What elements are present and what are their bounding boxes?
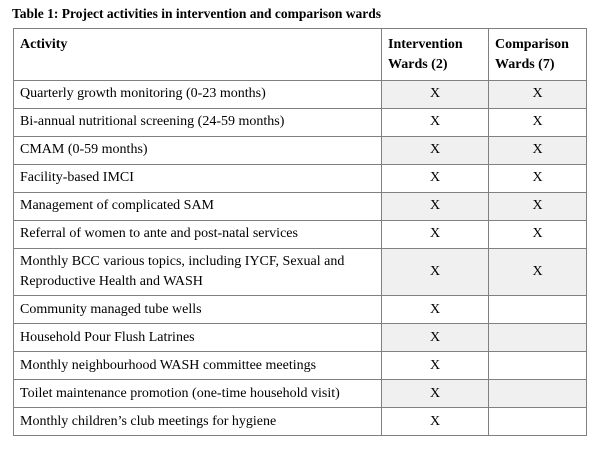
comparison-mark-cell: [488, 323, 587, 353]
intervention-mark-cell: X: [381, 379, 489, 409]
activity-cell: Toilet maintenance promotion (one-time h…: [13, 379, 382, 409]
activity-cell: Bi-annual nutritional screening (24-59 m…: [13, 107, 382, 137]
column-header-activity: Activity: [13, 28, 382, 81]
table-body: Quarterly growth monitoring (0-23 months…: [13, 79, 587, 437]
intervention-mark-cell: X: [381, 163, 489, 193]
comparison-mark-cell: X: [488, 247, 587, 297]
comparison-mark-cell: X: [488, 219, 587, 249]
comparison-mark-cell: X: [488, 135, 587, 165]
activity-cell: Monthly BCC various topics, including IY…: [13, 247, 382, 297]
comparison-mark-cell: X: [488, 79, 587, 109]
intervention-mark-cell: X: [381, 135, 489, 165]
table-row: Quarterly growth monitoring (0-23 months…: [13, 79, 587, 109]
column-header-comparison-wards: Comparison Wards (7): [488, 28, 587, 81]
activity-cell: Management of complicated SAM: [13, 191, 382, 221]
comparison-mark-cell: [488, 351, 587, 381]
intervention-mark-cell: X: [381, 191, 489, 221]
intervention-mark-cell: X: [381, 79, 489, 109]
activities-table: Activity Intervention Wards (2) Comparis…: [13, 28, 587, 437]
intervention-mark-cell: X: [381, 107, 489, 137]
table-row: Monthly children’s club meetings for hyg…: [13, 407, 587, 437]
activity-cell: Monthly neighbourhood WASH committee mee…: [13, 351, 382, 381]
table-row: CMAM (0-59 months) X X: [13, 135, 587, 165]
activity-cell: Facility-based IMCI: [13, 163, 382, 193]
intervention-mark-cell: X: [381, 407, 489, 437]
comparison-mark-cell: X: [488, 163, 587, 193]
table-header-row: Activity Intervention Wards (2) Comparis…: [13, 28, 587, 81]
activity-cell: Referral of women to ante and post-natal…: [13, 219, 382, 249]
intervention-mark-cell: X: [381, 219, 489, 249]
comparison-mark-cell: [488, 407, 587, 437]
table-row: Management of complicated SAM X X: [13, 191, 587, 221]
intervention-mark-cell: X: [381, 351, 489, 381]
table-row: Toilet maintenance promotion (one-time h…: [13, 379, 587, 409]
table-caption: Table 1: Project activities in intervent…: [12, 6, 381, 21]
table-row: Facility-based IMCI X X: [13, 163, 587, 193]
table-row: Monthly neighbourhood WASH committee mee…: [13, 351, 587, 381]
comparison-mark-cell: [488, 379, 587, 409]
comparison-mark-cell: X: [488, 191, 587, 221]
table-row: Monthly BCC various topics, including IY…: [13, 247, 587, 297]
intervention-mark-cell: X: [381, 295, 489, 325]
activity-cell: Quarterly growth monitoring (0-23 months…: [13, 79, 382, 109]
activity-cell: CMAM (0-59 months): [13, 135, 382, 165]
activity-cell: Monthly children’s club meetings for hyg…: [13, 407, 382, 437]
comparison-mark-cell: X: [488, 107, 587, 137]
activity-cell: Community managed tube wells: [13, 295, 382, 325]
table-row: Bi-annual nutritional screening (24-59 m…: [13, 107, 587, 137]
intervention-mark-cell: X: [381, 247, 489, 297]
intervention-mark-cell: X: [381, 323, 489, 353]
table-row: Referral of women to ante and post-natal…: [13, 219, 587, 249]
column-header-intervention-wards: Intervention Wards (2): [381, 28, 489, 81]
table-row: Community managed tube wells X: [13, 295, 587, 325]
activity-cell: Household Pour Flush Latrines: [13, 323, 382, 353]
comparison-mark-cell: [488, 295, 587, 325]
table-row: Household Pour Flush Latrines X: [13, 323, 587, 353]
